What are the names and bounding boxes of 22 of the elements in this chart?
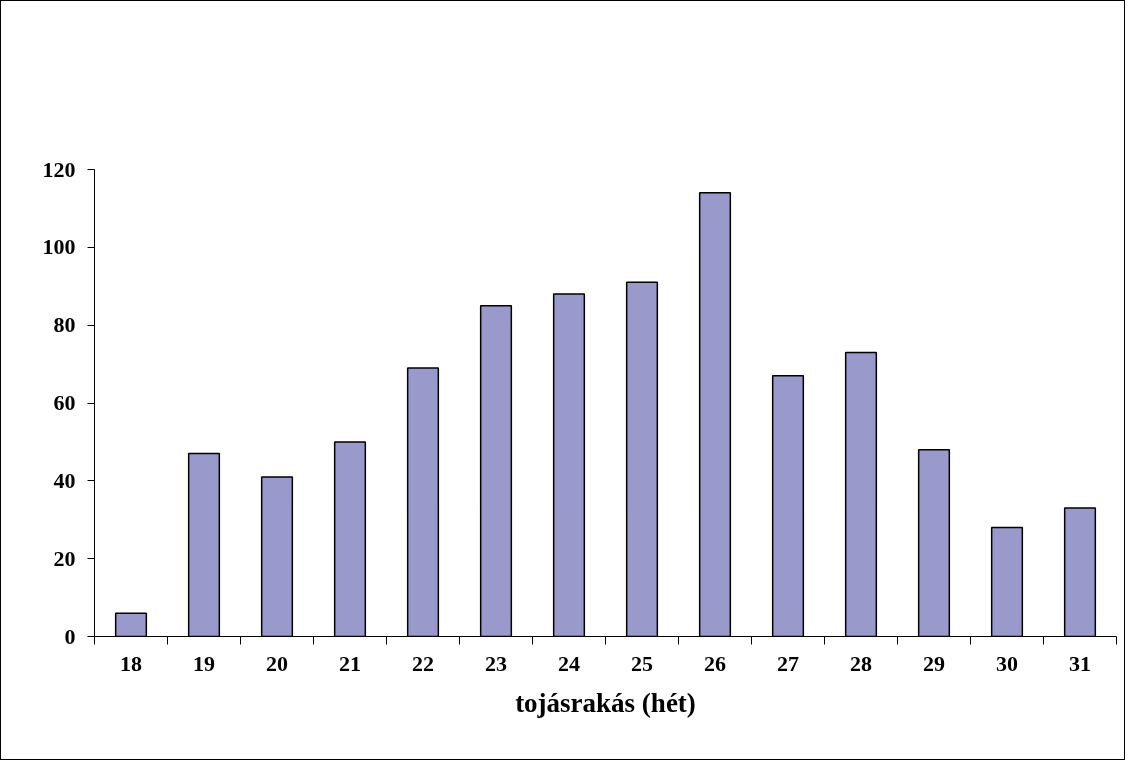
x-tick-label: 31 (1069, 650, 1091, 676)
x-tick-label: 26 (704, 650, 726, 676)
y-tick-label: 60 (53, 390, 76, 415)
x-tick-label: 21 (339, 650, 361, 676)
x-tick-label: 24 (558, 650, 580, 676)
x-tick-label: 28 (850, 650, 872, 676)
x-tick-label: 18 (120, 650, 142, 676)
y-tick-label: 0 (64, 623, 76, 649)
y-tick-label: 120 (42, 156, 76, 182)
x-tick-label: 30 (996, 650, 1018, 676)
x-tick-label: 23 (485, 650, 507, 676)
x-tick-label: 22 (412, 650, 434, 676)
y-tick-label: 100 (42, 234, 76, 260)
x-tick-label: 29 (923, 650, 945, 676)
x-tick-label: 20 (266, 650, 288, 676)
y-tick-label: 80 (53, 312, 76, 338)
x-tick-label: 27 (777, 650, 799, 676)
x-tick-label: 19 (193, 650, 215, 676)
y-tick-label: 40 (53, 467, 76, 493)
x-axis-title: tojásrakás (hét) (515, 687, 696, 718)
y-tick-label: 20 (53, 545, 76, 571)
x-tick-label: 25 (631, 650, 653, 676)
